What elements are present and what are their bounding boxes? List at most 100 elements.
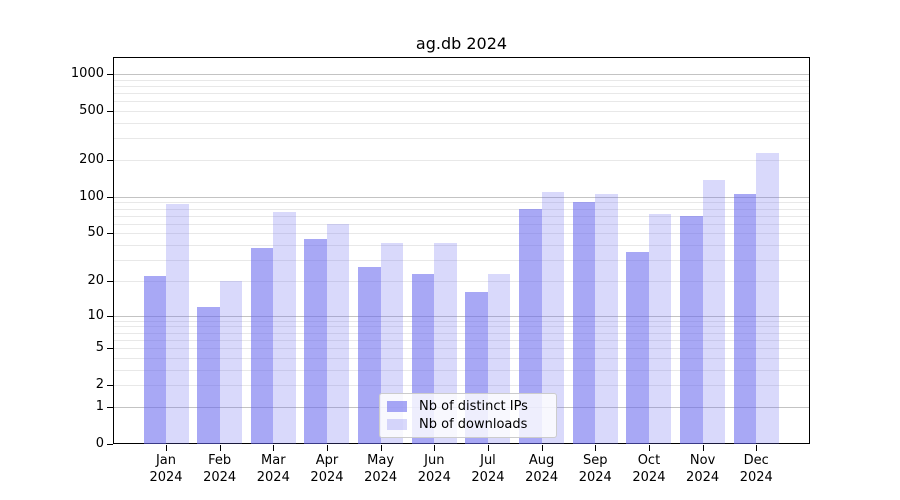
y-tick — [107, 348, 113, 350]
y-tick-label: 2 — [95, 377, 104, 393]
x-tick-month: Sep — [583, 453, 608, 468]
legend-item-distinct-ips: Nb of distinct IPs — [387, 399, 548, 414]
x-tick-month: Jul — [480, 453, 496, 468]
x-tick-month: Feb — [208, 453, 232, 468]
minor-gridline — [114, 93, 809, 95]
minor-gridline — [114, 138, 809, 140]
y-tick-label: 0 — [95, 436, 104, 451]
x-tick-year: 2024 — [525, 470, 559, 485]
x-tick-year: 2024 — [632, 470, 666, 485]
y-tick — [107, 233, 113, 235]
x-tick — [380, 445, 382, 451]
minor-gridline — [114, 101, 809, 103]
x-tick-year: 2024 — [256, 470, 290, 485]
legend-item-downloads: Nb of downloads — [387, 417, 548, 432]
bar-downloads — [756, 152, 779, 444]
x-tick-label: Dec 2024 — [721, 452, 791, 486]
y-tick — [107, 444, 113, 445]
legend-label-downloads: Nb of downloads — [419, 417, 528, 433]
y-tick — [107, 280, 113, 282]
x-tick-label: Apr 2024 — [292, 452, 362, 486]
x-tick-year: 2024 — [203, 470, 237, 485]
bar-distinct-ips — [304, 238, 327, 444]
y-tick — [107, 196, 113, 198]
bar-downloads — [648, 214, 672, 444]
x-tick — [166, 445, 167, 451]
minor-gridline — [114, 348, 809, 350]
x-tick-label: Mar 2024 — [238, 452, 308, 486]
x-tick — [648, 445, 650, 451]
x-tick — [219, 445, 221, 451]
minor-gridline — [114, 385, 809, 387]
minor-gridline — [114, 233, 809, 235]
y-tick — [107, 111, 113, 113]
y-tick — [107, 315, 113, 317]
minor-gridline — [114, 357, 809, 359]
minor-gridline — [114, 369, 809, 371]
y-tick-label: 50 — [87, 225, 104, 241]
minor-gridline — [114, 79, 809, 81]
x-tick-month: Aug — [528, 453, 555, 468]
x-tick — [434, 445, 436, 451]
x-tick — [487, 445, 489, 451]
y-tick-label: 10 — [87, 307, 104, 323]
x-tick-month: Nov — [689, 453, 716, 468]
minor-gridline — [114, 202, 809, 204]
x-tick-year: 2024 — [149, 470, 183, 485]
x-tick-label: Jan 2024 — [131, 452, 201, 486]
y-tick-label: 20 — [87, 272, 104, 288]
x-tick-month: Mar — [261, 453, 286, 468]
minor-gridline — [114, 122, 809, 124]
x-tick-month: Apr — [315, 453, 339, 468]
bar-downloads — [595, 194, 618, 444]
x-tick-month: Jan — [155, 453, 177, 468]
bar-distinct-ips — [733, 194, 757, 444]
x-tick-label: Aug 2024 — [507, 452, 577, 486]
minor-gridline — [114, 339, 809, 341]
major-gridline — [114, 315, 809, 317]
bar-distinct-ips — [250, 247, 274, 444]
x-tick-label: Nov 2024 — [668, 452, 738, 486]
x-tick — [273, 445, 275, 451]
x-tick-label: Oct 2024 — [614, 452, 684, 486]
x-tick-label: Jul 2024 — [453, 452, 523, 486]
minor-gridline — [114, 245, 809, 247]
y-tick-label: 200 — [79, 151, 104, 167]
major-gridline — [114, 74, 809, 75]
plot-area — [113, 57, 810, 444]
bar-distinct-ips — [358, 267, 381, 444]
minor-gridline — [114, 215, 809, 217]
minor-gridline — [114, 223, 809, 225]
bar-distinct-ips — [519, 208, 542, 444]
x-tick — [326, 445, 328, 451]
legend: Nb of distinct IPs Nb of downloads — [379, 393, 557, 438]
bar-downloads — [273, 212, 296, 444]
legend-swatch-downloads — [387, 419, 407, 431]
x-tick-year: 2024 — [310, 470, 344, 485]
bar-distinct-ips — [626, 252, 649, 444]
y-tick — [107, 159, 113, 161]
minor-gridline — [114, 326, 809, 328]
bar-downloads — [219, 280, 243, 444]
x-tick — [541, 445, 543, 451]
x-tick — [756, 445, 758, 451]
x-tick-label: Feb 2024 — [185, 452, 255, 486]
y-tick-label: 1 — [95, 398, 104, 414]
x-tick-month: Dec — [743, 453, 769, 468]
x-tick-year: 2024 — [471, 470, 505, 485]
minor-gridline — [114, 85, 809, 87]
minor-gridline — [114, 320, 809, 322]
minor-gridline — [114, 159, 809, 161]
x-tick-year: 2024 — [417, 470, 451, 485]
x-tick — [702, 445, 704, 451]
bar-downloads — [326, 223, 350, 444]
bar-downloads — [541, 191, 565, 444]
x-tick-label: Jun 2024 — [399, 452, 469, 486]
bar-downloads — [166, 203, 189, 444]
x-tick — [595, 445, 597, 451]
x-tick-year: 2024 — [686, 470, 720, 485]
y-tick-label: 5 — [95, 340, 104, 356]
y-tick — [107, 74, 113, 75]
chart-title: ag.db 2024 — [415, 34, 508, 53]
